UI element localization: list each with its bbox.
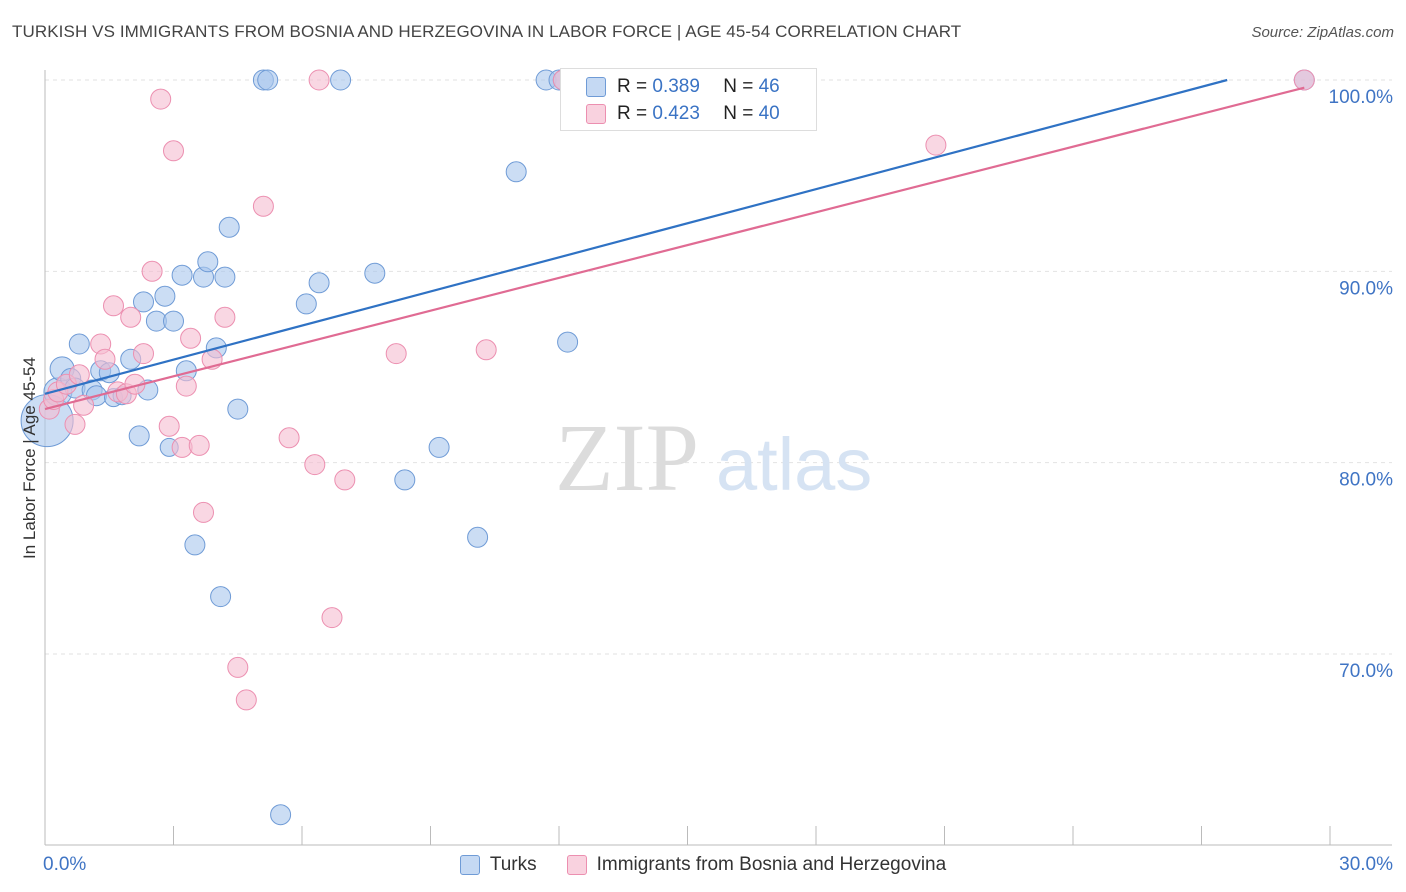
y-tick-label: 90.0% — [1339, 278, 1393, 299]
bosnia-point — [175, 375, 197, 397]
bosnia-point — [193, 501, 214, 523]
turks-point — [128, 425, 150, 447]
bosnia-point — [188, 434, 210, 456]
tick-labels: 70.0% 80.0% 90.0% 100.0% 0.0% 30.0% — [43, 87, 1393, 875]
turks-swatch — [586, 77, 606, 97]
bosnia-point — [103, 295, 124, 317]
bosnia-point — [1293, 69, 1315, 91]
legend-item-bosnia[interactable]: Immigrants from Bosnia and Herzegovina — [566, 854, 947, 876]
trend-lines — [44, 78, 1305, 411]
bosnia-point — [120, 306, 142, 328]
bosnia-point — [180, 327, 202, 349]
turks-point — [295, 293, 317, 315]
y-tick-label: 100.0% — [1329, 87, 1394, 108]
turks-point — [184, 534, 206, 556]
legend-bosnia-swatch — [566, 855, 587, 875]
stats-legend: R = 0.389 N = 46 R = 0.423 N = 40 — [560, 68, 817, 131]
chart-title: TURKISH VS IMMIGRANTS FROM BOSNIA AND HE… — [12, 22, 962, 41]
bosnia-point — [252, 195, 274, 217]
turks-point — [163, 310, 184, 332]
gridlines — [45, 79, 1392, 655]
watermark-atlas: atlas — [716, 423, 872, 506]
legend-turks-swatch — [459, 855, 480, 875]
turks-point — [227, 398, 249, 420]
legend-turks-label: Turks — [489, 854, 537, 875]
bosnia-point — [321, 607, 343, 629]
turks-trend-line — [44, 78, 1228, 395]
bosnia-point — [308, 69, 330, 91]
turks-point — [257, 69, 279, 91]
turks-point — [428, 436, 450, 458]
bosnia-point — [334, 469, 356, 491]
bosnia-point — [475, 339, 497, 361]
x-tick-label: 0.0% — [43, 854, 86, 875]
turks-point — [467, 526, 489, 548]
bosnia-point — [278, 427, 300, 449]
bosnia-point — [385, 343, 407, 365]
turks-point — [364, 262, 386, 284]
bosnia-point — [141, 260, 163, 282]
bosnia-point — [158, 415, 180, 437]
turks-point — [270, 804, 292, 826]
bosnia-point — [235, 689, 257, 711]
n-label: N = — [723, 103, 754, 124]
r-value-turks: 0.389 — [652, 76, 700, 97]
r-value-bosnia: 0.423 — [652, 103, 700, 124]
r-label: R = — [617, 76, 648, 97]
n-value-bosnia: 40 — [758, 103, 780, 124]
bosnia-point — [925, 134, 947, 156]
turks-point — [197, 251, 219, 273]
bosnia-point — [163, 140, 184, 162]
n-value-turks: 46 — [758, 76, 780, 97]
r-label: R = — [617, 103, 648, 124]
bosnia-point — [214, 306, 236, 328]
turks-point — [505, 161, 527, 183]
turks-point — [214, 266, 236, 288]
bosnia-point — [133, 343, 154, 365]
bosnia-trend-line — [44, 86, 1305, 411]
turks-point — [171, 264, 193, 286]
stats-row-turks: R = 0.389 N = 46 — [586, 74, 780, 100]
watermark: ZIP atlas — [555, 404, 872, 511]
turks-point — [210, 586, 232, 608]
bosnia-point — [304, 454, 326, 476]
bosnia-point — [64, 413, 86, 435]
y-tick-label: 70.0% — [1339, 661, 1393, 682]
bosnia-swatch — [586, 104, 606, 124]
turks-point — [330, 69, 352, 91]
series-legend: Turks Immigrants from Bosnia and Herzego… — [0, 851, 1406, 879]
turks-point — [68, 333, 90, 355]
turks-point — [308, 272, 330, 294]
bosnia-point — [227, 656, 249, 678]
bosnia-point — [94, 348, 116, 370]
y-tick-label: 80.0% — [1339, 470, 1393, 491]
y-axis-label: In Labor Force | Age 45-54 — [20, 357, 39, 559]
legend-item-turks[interactable]: Turks — [459, 854, 537, 876]
stats-row-bosnia: R = 0.423 N = 40 — [586, 101, 780, 127]
source-credit: Source: ZipAtlas.com — [1251, 24, 1394, 41]
turks-point — [154, 285, 176, 307]
x-tick-label: 30.0% — [1339, 854, 1393, 875]
turks-point — [133, 291, 154, 313]
data-points — [20, 69, 1315, 826]
watermark-zip: ZIP — [555, 404, 699, 511]
bosnia-point — [150, 88, 172, 110]
n-label: N = — [723, 76, 754, 97]
turks-point — [394, 469, 416, 491]
turks-point — [218, 216, 240, 238]
axes — [44, 70, 1392, 846]
legend-bosnia-label: Immigrants from Bosnia and Herzegovina — [596, 854, 947, 875]
turks-point — [557, 331, 579, 353]
